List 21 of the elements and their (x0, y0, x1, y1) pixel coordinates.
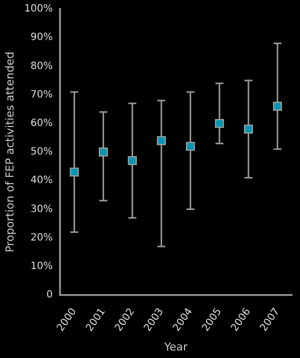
y-tick-label: 100% (24, 4, 53, 15)
y-tick-label: 50% (30, 146, 53, 158)
point (156, 136, 166, 146)
point (244, 124, 253, 134)
y-tick-label: 60% (30, 118, 53, 130)
y-tick-label: 0 (46, 290, 53, 301)
point (70, 168, 79, 177)
y-tick-label: 40% (30, 175, 53, 186)
y-tick-label: 90% (30, 32, 53, 44)
point (186, 142, 195, 151)
point (214, 118, 224, 128)
y-tick-label: 10% (30, 261, 53, 272)
x-axis-title: Year (163, 340, 188, 354)
point (98, 148, 108, 157)
y-axis-title: Proportion of FEP activities attended (3, 52, 16, 252)
y-tick-label: 30% (30, 204, 53, 215)
y-tick-label: 70% (30, 89, 53, 100)
point (128, 156, 137, 166)
y-tick-label: 80% (30, 60, 53, 72)
point (273, 102, 282, 111)
y-tick-label: 20% (30, 232, 53, 244)
